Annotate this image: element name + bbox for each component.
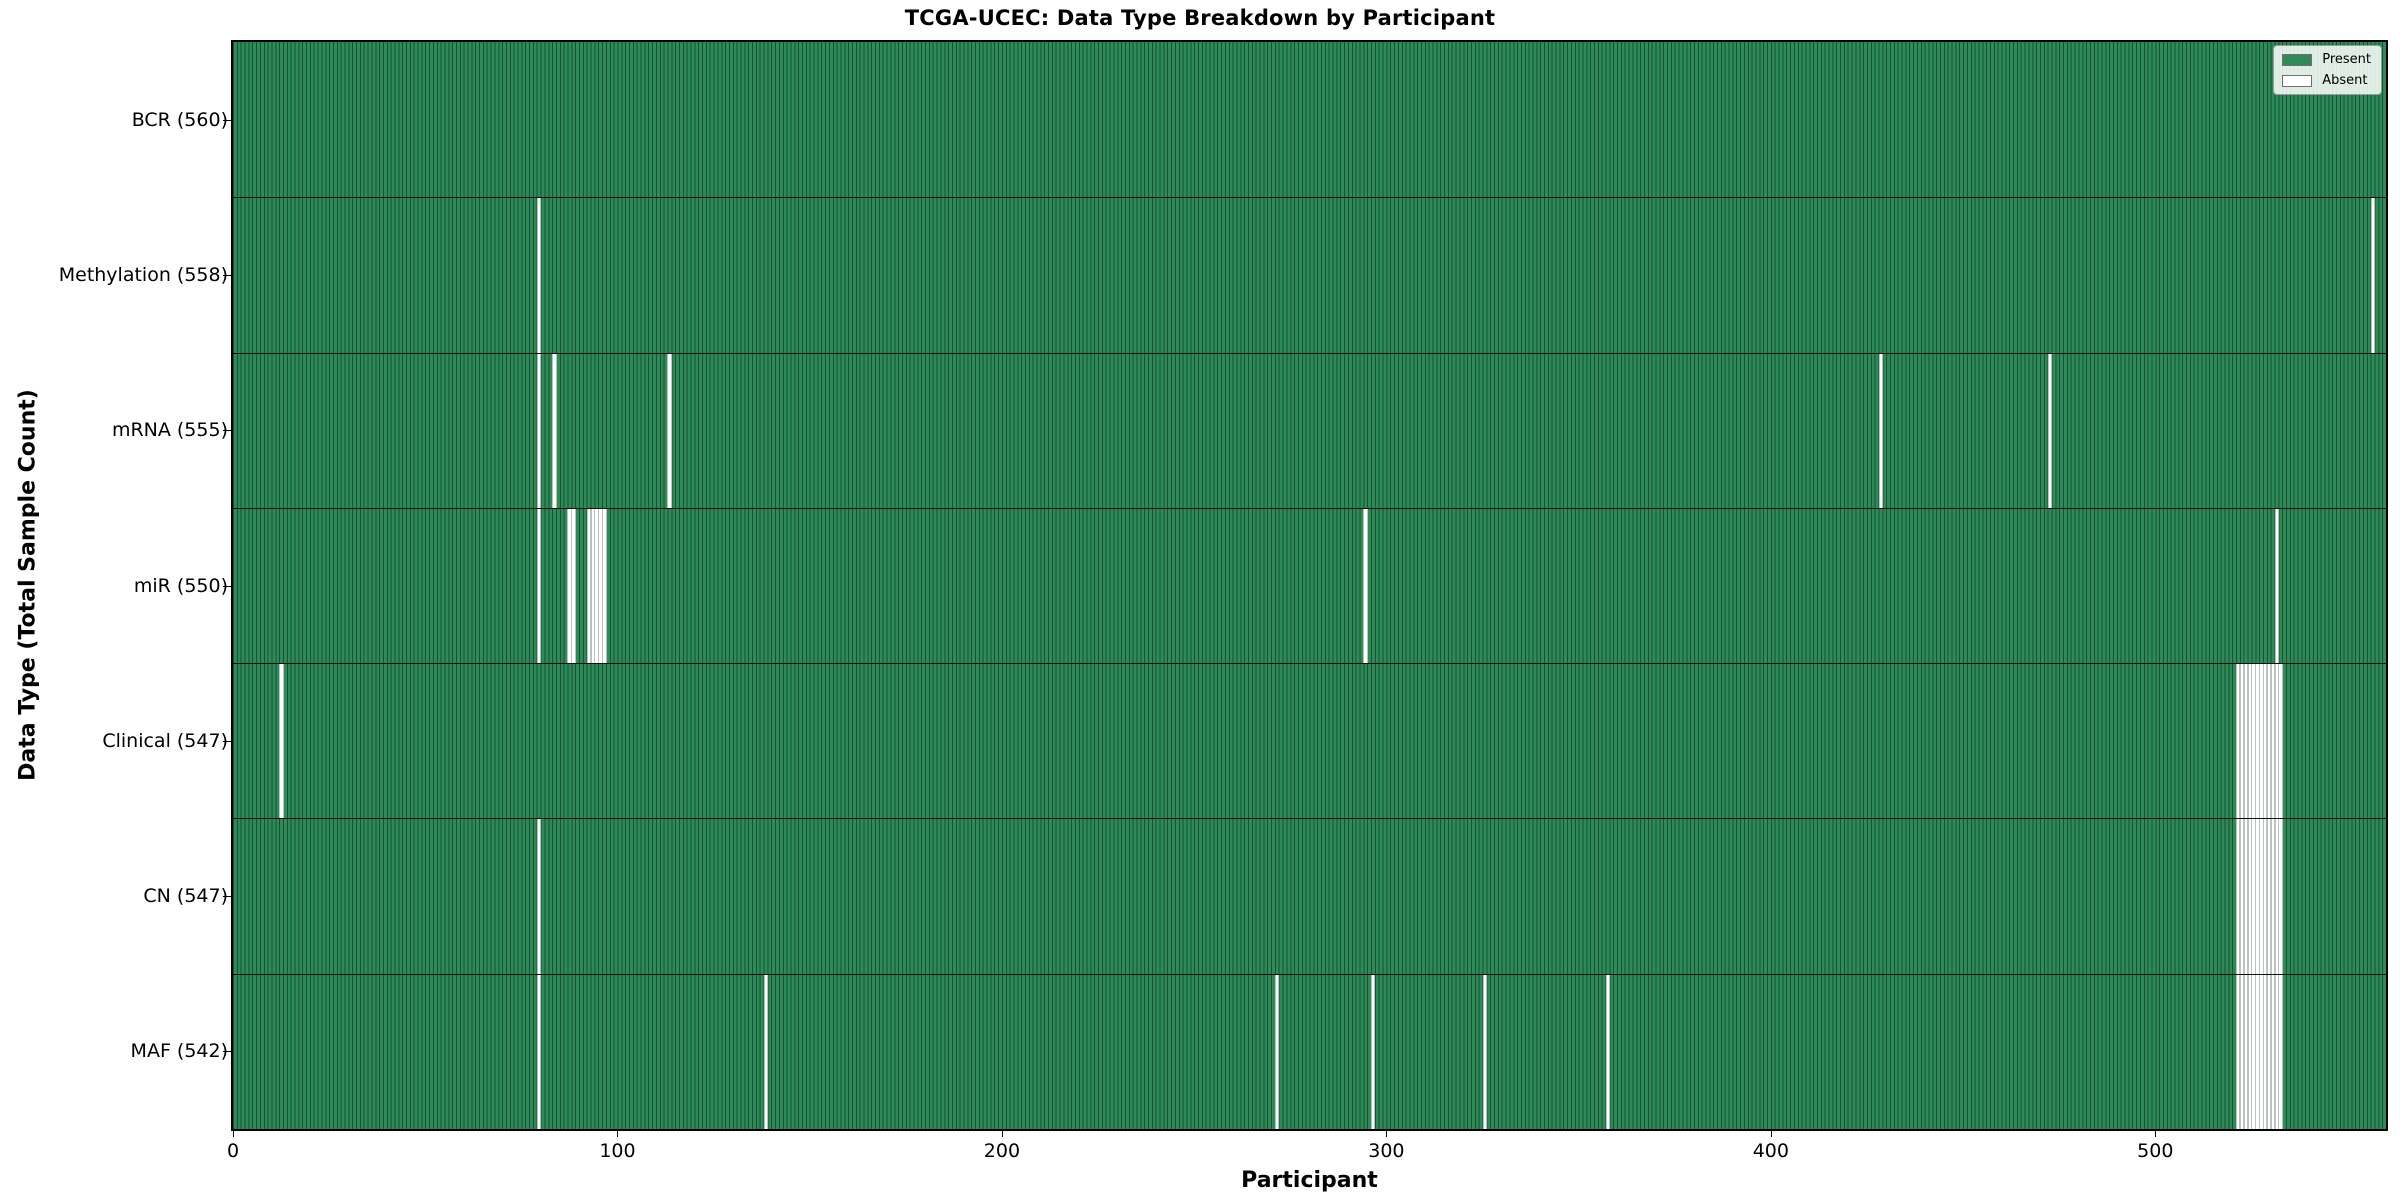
absent-stripe: [2278, 819, 2283, 974]
y-tick-label: Methylation (558): [58, 263, 228, 286]
absent-stripe: [667, 353, 672, 508]
absent-stripe: [536, 974, 542, 1129]
y-tick-label: MAF (542): [130, 1040, 228, 1063]
row-bcr: [233, 42, 2386, 197]
y-tick-mark: [223, 430, 231, 432]
y-tick-mark: [223, 896, 231, 898]
legend: Present Absent: [2273, 45, 2382, 95]
row-maf: [233, 973, 2386, 1129]
x-tick-mark: [2155, 1129, 2157, 1137]
absent-stripe: [2047, 353, 2053, 508]
row-methylation: [233, 197, 2386, 353]
row-cn: [233, 818, 2386, 974]
absent-stripe: [571, 508, 576, 664]
absent-stripe: [2274, 508, 2279, 664]
absent-stripe: [2370, 198, 2376, 353]
absent-stripe: [1878, 353, 1883, 508]
x-tick-label: 300: [1368, 1140, 1405, 1162]
row-clinical: [233, 663, 2386, 819]
absent-stripe: [763, 974, 768, 1129]
x-tick-mark: [617, 1129, 619, 1137]
absent-stripe: [1605, 974, 1610, 1129]
x-tick-mark: [1001, 1129, 1003, 1137]
absent-swatch: [2282, 74, 2313, 87]
y-tick-label: mRNA (555): [111, 419, 228, 442]
present-swatch: [2282, 53, 2313, 66]
absent-stripe: [552, 353, 557, 508]
x-tick-label: 400: [1752, 1140, 1789, 1162]
y-tick-label: Clinical (547): [102, 729, 228, 752]
y-tick-mark: [223, 1051, 231, 1053]
absent-stripe: [2278, 974, 2283, 1129]
absent-stripe: [2278, 664, 2283, 819]
y-tick-mark: [223, 274, 231, 276]
row-mir: [233, 507, 2386, 664]
absent-stripe: [536, 508, 542, 664]
x-axis-label: Participant: [1241, 1168, 1378, 1193]
y-tick-label: miR (550): [133, 574, 228, 597]
absent-stripe: [279, 664, 284, 819]
y-tick-mark: [223, 740, 231, 742]
y-tick-mark: [223, 585, 231, 587]
x-tick-mark: [1386, 1129, 1388, 1137]
absent-stripe: [1274, 974, 1280, 1129]
absent-stripe: [1363, 508, 1368, 664]
legend-item-present: Present: [2282, 52, 2371, 67]
y-tick-label: CN (547): [143, 885, 228, 908]
y-axis-label: Data Type (Total Sample Count): [15, 389, 41, 781]
legend-present-label: Present: [2322, 52, 2371, 67]
y-tick-label: BCR (560): [131, 108, 228, 131]
legend-absent-label: Absent: [2322, 73, 2368, 88]
absent-stripe: [536, 819, 542, 974]
absent-stripe: [536, 198, 542, 353]
chart-title: TCGA-UCEC: Data Type Breakdown by Partic…: [904, 6, 1496, 30]
absent-stripe: [536, 353, 542, 508]
y-tick-mark: [223, 119, 231, 121]
absent-stripe: [602, 508, 607, 664]
x-tick-label: 100: [599, 1140, 636, 1162]
legend-item-absent: Absent: [2282, 73, 2371, 88]
plot-area: Present Absent: [231, 40, 2388, 1131]
x-tick-mark: [233, 1129, 234, 1137]
x-tick-label: 0: [226, 1140, 240, 1162]
x-tick-label: 500: [2137, 1140, 2174, 1162]
absent-stripe: [1371, 974, 1376, 1129]
absent-stripe: [1482, 974, 1487, 1129]
x-tick-mark: [1770, 1129, 1772, 1137]
x-tick-label: 200: [983, 1140, 1021, 1162]
row-mrna: [233, 352, 2386, 508]
